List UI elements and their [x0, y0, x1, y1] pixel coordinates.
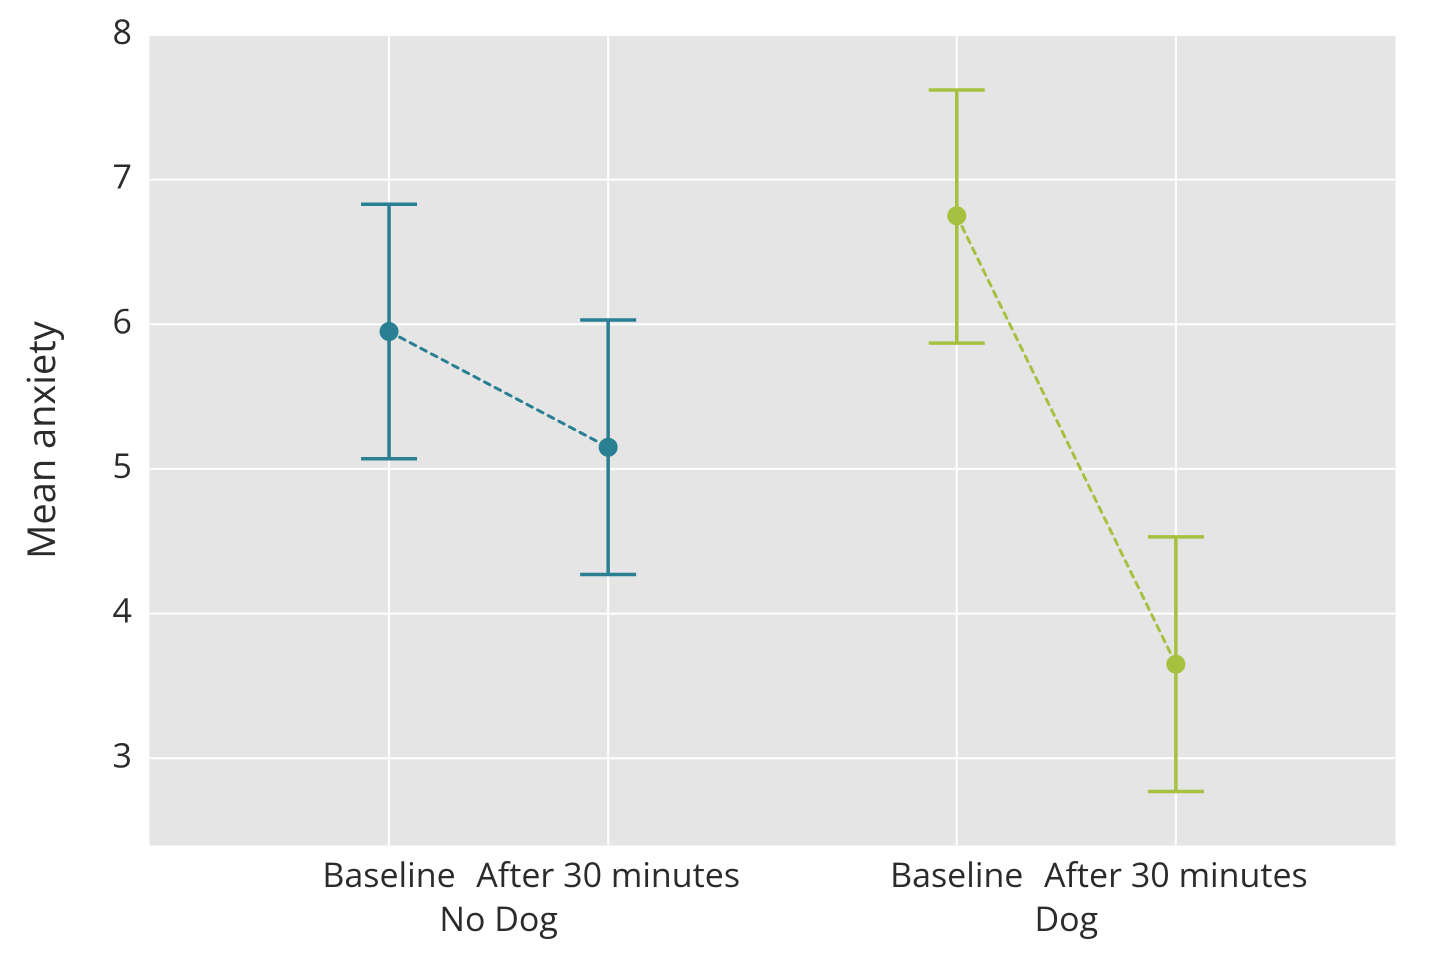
x-tick-label: After 30 minutes	[1044, 851, 1308, 897]
y-tick-label: 5	[113, 442, 132, 488]
y-tick-label: 7	[113, 153, 132, 199]
x-tick-label: After 30 minutes	[476, 851, 740, 897]
chart-container: 3 4 5 6 7 8 Baseline After 30 minutes Baseline Af…	[0, 0, 1440, 960]
series-point	[948, 207, 966, 225]
y-tick-label: 8	[113, 8, 132, 54]
y-tick-label: 6	[113, 297, 132, 343]
y-axis-label: Mean anxiety	[15, 320, 67, 559]
plot-panel	[150, 35, 1395, 845]
series-point	[380, 323, 398, 341]
series-point	[1167, 655, 1185, 673]
x-tick-label: Baseline	[322, 851, 455, 897]
group-label: Dog	[1035, 895, 1099, 941]
series-point	[599, 438, 617, 456]
y-tick-label: 3	[113, 731, 132, 777]
y-tick-label: 4	[113, 587, 132, 633]
group-label: No Dog	[439, 895, 557, 941]
anxiety-errorbar-chart: 3 4 5 6 7 8 Baseline After 30 minutes Baseline Af…	[0, 0, 1440, 960]
x-tick-label: Baseline	[890, 851, 1023, 897]
